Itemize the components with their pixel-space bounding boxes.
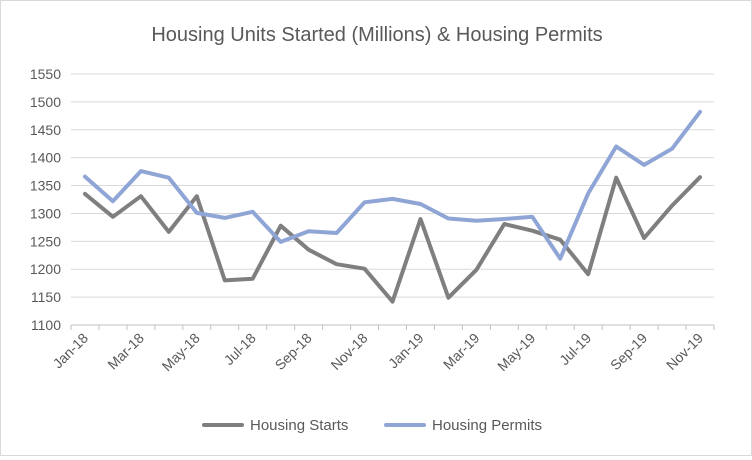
x-tick-label: Sep-18 xyxy=(272,330,315,373)
x-tick-label: Nov-18 xyxy=(327,330,370,373)
x-tick-label: Jul-19 xyxy=(556,330,594,368)
y-tick-label: 1100 xyxy=(31,317,61,333)
y-tick-label: 1300 xyxy=(30,205,61,221)
chart-title: Housing Units Started (Millions) & Housi… xyxy=(151,24,602,46)
y-tick-label: 1350 xyxy=(30,178,61,194)
legend-label: Housing Permits xyxy=(432,417,542,434)
y-tick-label: 1200 xyxy=(30,261,61,277)
x-tick-label: Mar-19 xyxy=(440,330,483,373)
series-line-housing-permits xyxy=(83,109,702,261)
y-tick-label: 1500 xyxy=(30,94,61,110)
y-tick-label: 1150 xyxy=(31,289,61,305)
legend: Housing Starts Housing Permits xyxy=(202,417,542,434)
legend-label: Housing Starts xyxy=(250,417,348,434)
x-tick-label: Jan-18 xyxy=(50,330,92,372)
x-tick-label: Jul-18 xyxy=(221,330,259,368)
series-layer xyxy=(83,109,702,304)
y-axis: 1100 1150 1200 1250 1300 1350 1400 1450 1500 1550 xyxy=(30,66,61,333)
series-line-housing-starts xyxy=(83,175,702,304)
x-tick-label: Mar-18 xyxy=(104,330,147,373)
x-tick-label: May-18 xyxy=(159,330,203,374)
y-tick-label: 1250 xyxy=(30,233,61,249)
gridlines xyxy=(71,73,714,326)
y-tick-label: 1400 xyxy=(30,150,61,166)
y-tick-label: 1450 xyxy=(30,122,61,138)
x-tick-label: Sep-19 xyxy=(607,330,650,373)
x-tick-label: May-19 xyxy=(494,330,538,374)
x-axis: Jan-18 Mar-18 May-18 Jul-18 Sep-18 Nov-18 Jan-… xyxy=(50,325,715,374)
x-tick-label: Jan-19 xyxy=(385,330,427,372)
y-tick-label: 1550 xyxy=(30,66,61,82)
x-tick-label: Nov-19 xyxy=(663,330,706,373)
